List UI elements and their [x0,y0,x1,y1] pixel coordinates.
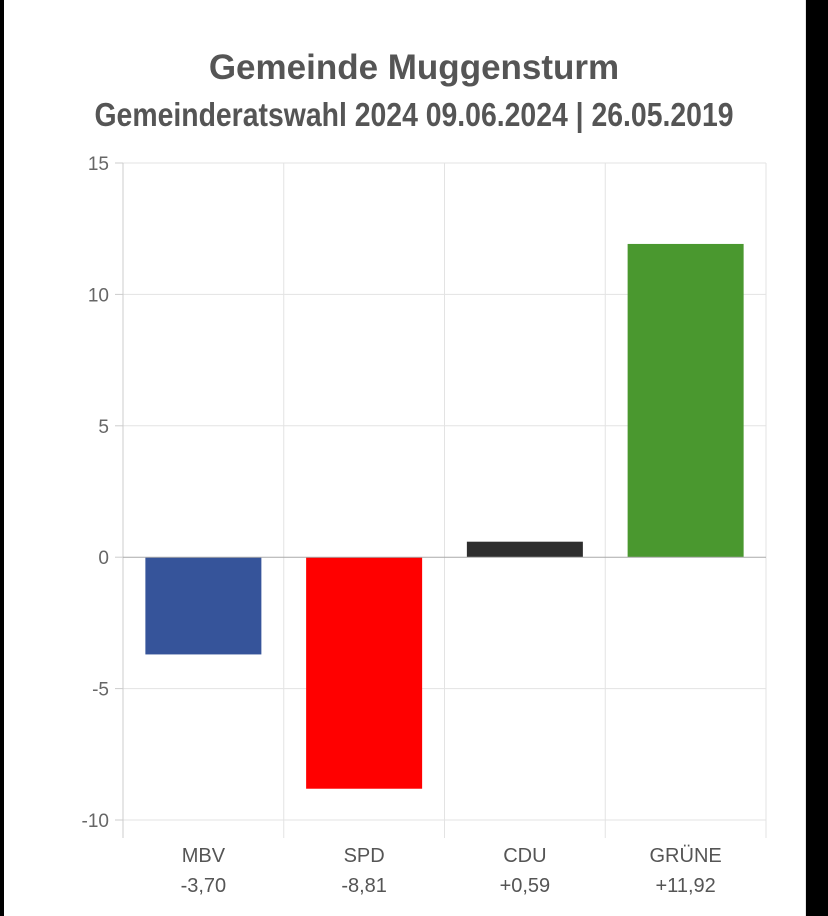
bar-mbv[interactable] [145,557,262,655]
y-tick-label: 5 [98,417,109,438]
chart-title: Gemeinde Muggensturm [208,48,620,87]
bar-cdu[interactable] [466,541,583,558]
chart-subtitle: Gemeinderatswahl 2024 09.06.2024 | 26.05… [94,96,734,133]
x-category-label: GRÜNE [650,845,722,867]
y-tick-label: -10 [82,811,109,832]
y-tick-label: 0 [98,548,109,569]
x-value-label: -8,81 [341,875,387,897]
bar-spd[interactable] [306,557,423,789]
bar-grüne[interactable] [627,243,744,558]
bars [145,243,744,789]
y-tick-label: 10 [88,285,109,306]
x-value-label: +11,92 [656,875,716,897]
x-category-label: CDU [503,845,546,867]
x-category-label: MBV [182,845,226,867]
x-value-label: -3,70 [181,875,227,897]
y-tick-label: -5 [92,680,109,701]
x-value-label: +0,59 [500,875,551,897]
labels: 15 10 5 0 -5 -10 MBV -3,70 SPD -8,81 CDU +0,59 GRÜNE… [82,154,722,897]
x-category-label: SPD [344,845,385,867]
axes [115,162,766,838]
y-tick-label: 15 [88,154,109,175]
